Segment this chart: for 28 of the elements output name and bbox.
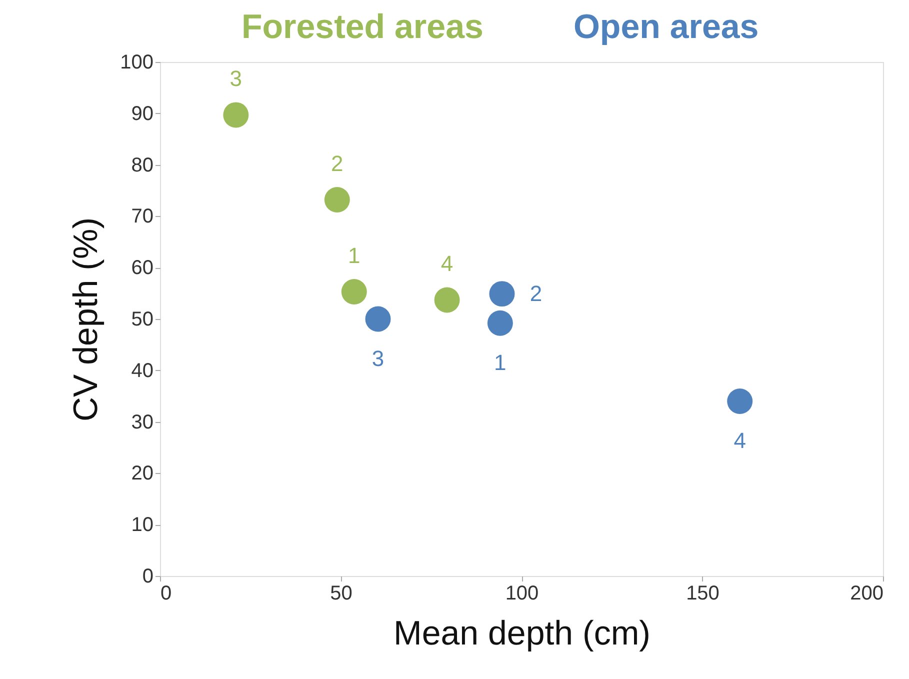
y-tick-label: 20 xyxy=(131,462,154,485)
annotation: 4 xyxy=(734,428,746,454)
x-tick-label: 200 xyxy=(850,582,884,604)
annotation: 1 xyxy=(348,242,360,268)
y-tick-label: 100 xyxy=(120,52,154,74)
text: Open areas xyxy=(573,8,759,46)
x-tick-label: 0 xyxy=(160,582,172,604)
y-tick-label: 30 xyxy=(131,411,154,434)
annotation: 2 xyxy=(331,150,344,176)
x-axis-title: Mean depth (cm) xyxy=(394,614,650,652)
annotation: 3 xyxy=(372,346,384,371)
series-label: Forested areas xyxy=(241,8,484,46)
annotation: 4 xyxy=(440,250,454,276)
y-tick-label: 70 xyxy=(131,206,154,228)
x-tick-label: 150 xyxy=(686,582,720,604)
annotation: 3 xyxy=(230,66,242,91)
x-tick-label: 50 xyxy=(330,582,352,604)
y-tick-label: 90 xyxy=(131,102,154,125)
x-tick-label: 100 xyxy=(505,582,539,604)
y-tick-label: 50 xyxy=(131,308,154,330)
y-tick-label: 60 xyxy=(131,257,154,280)
y-tick-label: 40 xyxy=(131,360,154,382)
y-tick-label: 0 xyxy=(142,566,154,588)
y-tick-label: 10 xyxy=(131,514,154,536)
y-axis-title: CV depth (%) xyxy=(67,217,106,422)
annotation: 2 xyxy=(530,280,542,306)
annotation: 1 xyxy=(494,350,506,376)
y-tick-label: 80 xyxy=(131,154,154,176)
